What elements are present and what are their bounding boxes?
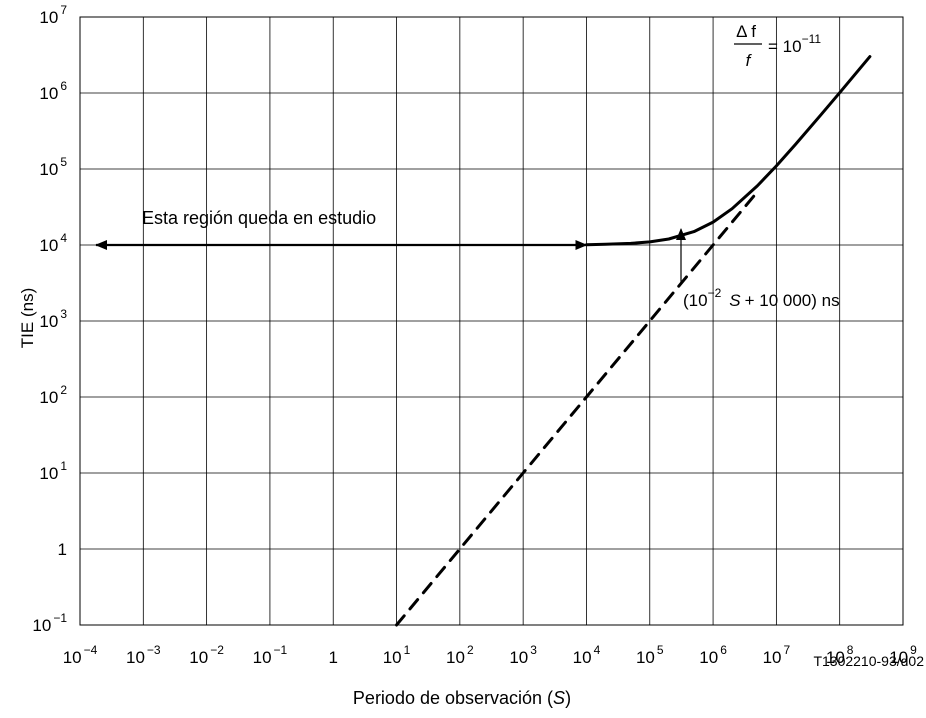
y-axis-label: TIE (ns) (18, 288, 37, 348)
grid (79, 16, 904, 626)
x-tick-label: 10 7 (763, 643, 791, 667)
ratio-annotation: Δ f f = 10−11 (734, 22, 821, 70)
y-tick-label: 10 3 (39, 307, 67, 331)
x-tick-label: 10 −3 (126, 643, 161, 667)
y-tick-label: 10 2 (39, 383, 67, 407)
y-tick-label: 10 7 (39, 3, 67, 27)
x-tick-label: 10 8 (826, 643, 854, 667)
x-axis-label: Periodo de observación (S) (353, 688, 571, 708)
x-tick-label: 10 2 (446, 643, 474, 667)
x-tick-label: 10 3 (509, 643, 537, 667)
y-tick-label: 10 4 (39, 231, 67, 255)
region-annotation: Esta región queda en estudio (142, 208, 376, 228)
y-tick-label: 10 1 (39, 459, 67, 483)
x-tick-label: 10 5 (636, 643, 664, 667)
y-tick-label: 1 (58, 540, 67, 559)
dashed-asymptote-line (395, 190, 759, 627)
y-tick-label: 10 −1 (32, 611, 67, 635)
x-tick-label: 10 −4 (63, 643, 98, 667)
y-tick-label: 10 6 (39, 79, 67, 103)
svg-text:= 10−11: = 10−11 (768, 32, 821, 56)
formula-annotation: (10−2 S + 10 000) ns (683, 286, 840, 310)
x-tick-label: 10 6 (699, 643, 727, 667)
svg-text:f: f (746, 51, 753, 70)
svg-text:Δ f: Δ f (736, 22, 756, 41)
tick-labels: 10 −4 10 −3 10 −2 10 −1 1 10 1 10 2 10 3 10 4 10 5 10 6 10 7 10… (32, 3, 917, 667)
plot-frame (79, 16, 904, 626)
tie-limit-curve (585, 55, 872, 247)
x-tick-label: 10 9 (889, 643, 917, 667)
x-tick-label: 10 −1 (253, 643, 288, 667)
x-tick-label: 10 4 (573, 643, 601, 667)
figure-id: T1302210-93/d02 (813, 653, 924, 669)
plot-area (95, 55, 872, 627)
y-tick-label: 10 5 (39, 155, 67, 179)
x-tick-label: 10 −2 (189, 643, 224, 667)
x-tick-label: 1 (328, 648, 337, 667)
x-tick-label: 10 1 (383, 643, 411, 667)
